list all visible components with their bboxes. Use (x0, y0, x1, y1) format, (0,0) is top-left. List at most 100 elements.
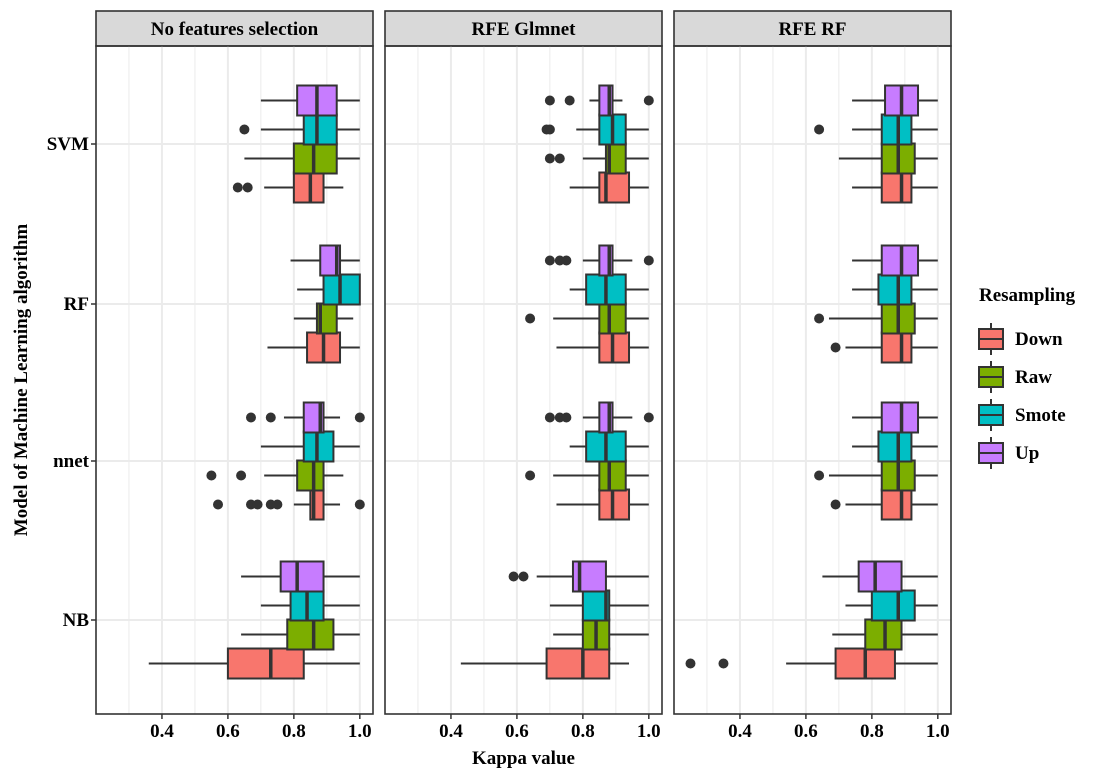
outlier-point (544, 412, 555, 423)
outlier-point (643, 412, 654, 423)
outlier-point (206, 470, 217, 481)
box-rf-smote (297, 273, 361, 306)
outlier-point (814, 313, 825, 324)
outlier-point (814, 124, 825, 135)
box-body (877, 430, 913, 463)
x-tick-label: 0.4 (439, 721, 463, 742)
box-nb-raw (553, 618, 649, 651)
box-body (302, 113, 338, 146)
box-body (870, 589, 916, 622)
box-nb-raw (832, 618, 938, 651)
x-tick-label: 0.6 (505, 721, 529, 742)
box-body (598, 171, 631, 204)
box-nnet-up (245, 401, 365, 434)
box-nb-down (685, 647, 938, 680)
box-svm-raw (838, 142, 938, 175)
facet-title: RFE RF (778, 19, 846, 40)
outlier-point (265, 412, 276, 423)
box-nnet-raw (206, 459, 344, 492)
box-body (598, 459, 627, 492)
box-body (598, 302, 627, 335)
facet-panel-no-features-selection: No features selection 0.4 0.6 0.8 1.0 (95, 10, 374, 742)
y-axis-title: Model of Machine Learning algorithm (11, 224, 32, 537)
box-body (877, 273, 913, 306)
panel-border (95, 45, 374, 715)
box-nnet-down (556, 488, 649, 521)
box-nb-up (241, 560, 360, 593)
outlier-point (525, 313, 536, 324)
box-nb-smote (549, 589, 649, 622)
box-svm-smote (239, 113, 360, 146)
box-body (857, 560, 903, 593)
outlier-point (272, 499, 283, 510)
box-svm-smote (814, 113, 938, 146)
outlier-point (685, 658, 696, 669)
x-tick-label: 0.8 (860, 721, 884, 742)
y-tick-label: NB (63, 610, 90, 631)
x-axis-title: Kappa value (472, 748, 575, 769)
outlier-point (245, 412, 256, 423)
box-svm-smote (541, 113, 649, 146)
y-tick-label: SVM (47, 134, 89, 155)
legend-key-smote: Smote (978, 399, 1066, 431)
box-rf-up (852, 244, 938, 277)
box-nnet-up (852, 401, 938, 434)
facet-title: No features selection (151, 19, 319, 40)
box-body (286, 618, 335, 651)
box-svm-up (852, 84, 938, 117)
box-nb-down (460, 647, 630, 680)
box-rf-up (544, 244, 654, 277)
legend-key-raw: Raw (978, 361, 1052, 393)
x-tick-label: 1.0 (637, 721, 661, 742)
x-tick-label: 0.8 (571, 721, 595, 742)
box-nb-smote (260, 589, 360, 622)
outlier-point (643, 95, 654, 106)
outlier-point (544, 153, 555, 164)
box-body (880, 488, 913, 521)
legend-label: Down (1015, 329, 1063, 350)
box-svm-raw (244, 142, 360, 175)
outlier-point (252, 499, 263, 510)
y-tick-label: nnet (53, 451, 90, 472)
outlier-point (561, 255, 572, 266)
outlier-point (544, 95, 555, 106)
box-nb-up (822, 560, 938, 593)
box-body (226, 647, 305, 680)
box-rf-raw (525, 302, 649, 335)
facet-strip (673, 10, 952, 47)
legend-key-up: Up (978, 437, 1039, 469)
box-rf-smote (852, 273, 938, 306)
box-svm-down (232, 171, 344, 204)
box-rf-down (556, 331, 649, 364)
box-body (880, 171, 913, 204)
outlier-point (213, 499, 224, 510)
outlier-point (239, 124, 250, 135)
box-nnet-down (213, 488, 365, 521)
box-nnet-smote (569, 430, 649, 463)
outlier-point (830, 499, 841, 510)
box-rf-raw (814, 302, 938, 335)
box-rf-raw (293, 302, 354, 335)
box-body (279, 560, 325, 593)
outlier-point (236, 470, 247, 481)
outlier-point (518, 571, 529, 582)
box-nb-up (508, 560, 649, 593)
y-tick-label: RF (64, 294, 89, 315)
outlier-point (830, 342, 841, 353)
legend-key-down: Down (978, 323, 1063, 355)
box-rf-smote (569, 273, 649, 306)
outlier-point (814, 470, 825, 481)
outlier-point (544, 255, 555, 266)
outlier-point (561, 412, 572, 423)
x-tick-label: 1.0 (926, 721, 950, 742)
box-svm-down (569, 171, 649, 204)
box-nb-smote (845, 589, 938, 622)
box-rf-up (290, 244, 360, 277)
x-tick-label: 0.4 (150, 721, 174, 742)
outlier-point (354, 499, 365, 510)
outlier-point (643, 255, 654, 266)
panel-border (673, 45, 952, 715)
box-svm-up (260, 84, 360, 117)
facet-strip (95, 10, 374, 47)
facet-panel-rfe-glmnet: RFE Glmnet 0.4 0.6 0.8 1.0 (384, 10, 663, 742)
